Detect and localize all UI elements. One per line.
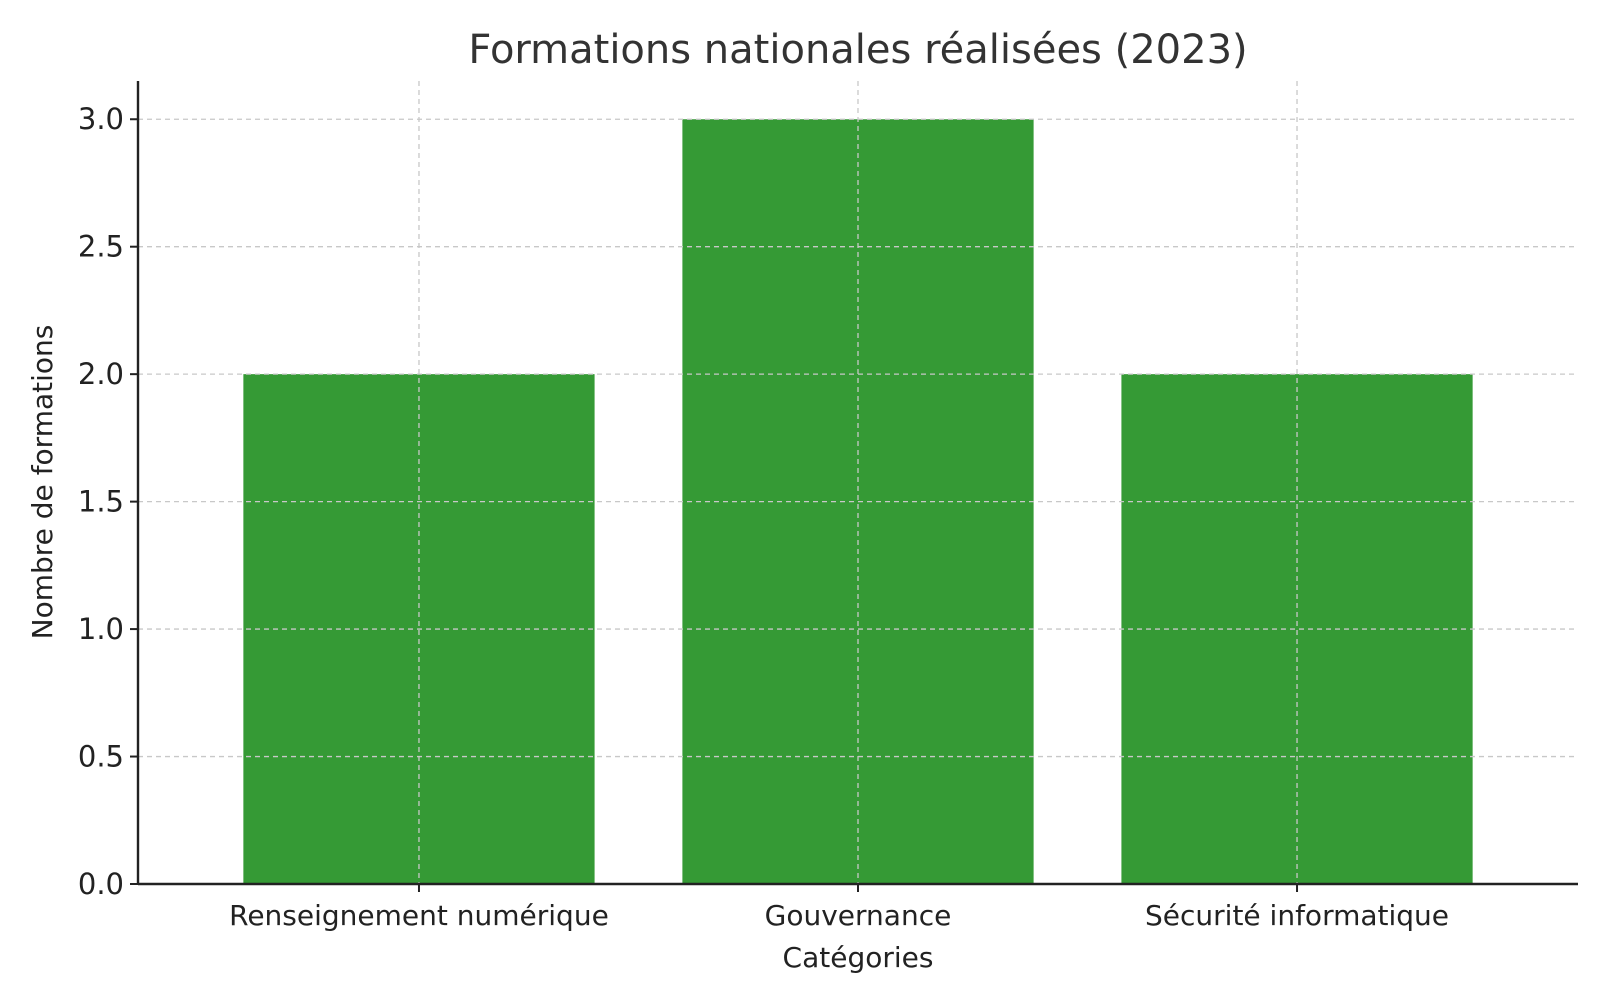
y-tick-label: 1.5 [78, 485, 124, 519]
y-tick-label: 0.0 [78, 867, 124, 901]
y-tick-label: 0.5 [78, 740, 124, 774]
y-tick-label: 2.0 [78, 357, 124, 391]
chart-title: Formations nationales réalisées (2023) [468, 27, 1247, 73]
ticks: 0.0 0.5 1.0 1.5 2.0 2.5 3.0 Renseignement numér… [78, 102, 1449, 932]
x-tick-label: Gouvernance [765, 899, 952, 932]
y-tick-label: 1.0 [78, 612, 124, 646]
grid [138, 81, 1578, 885]
y-tick-label: 2.5 [78, 230, 124, 264]
y-axis-label: Nombre de formations [26, 325, 59, 640]
x-tick-label: Renseignement numérique [229, 899, 609, 932]
x-axis-label: Catégories [783, 941, 934, 974]
y-tick-label: 3.0 [78, 102, 124, 136]
x-tick-label: Sécurité informatique [1145, 899, 1449, 932]
